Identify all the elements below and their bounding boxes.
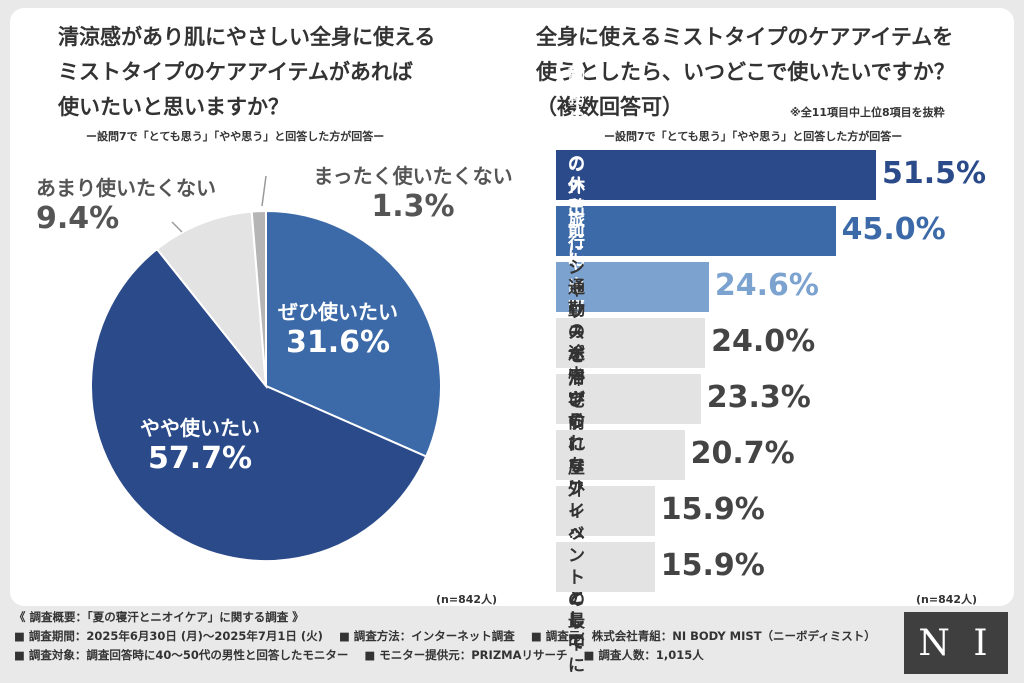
right-chart-title: 全身に使えるミストタイプのケアアイテムを 使うとしたら、いつどこで使いたいですか… — [536, 25, 955, 119]
left-condition-note: ー設問7で「とても思う」「やや思う」と回答した方が回答ー — [86, 130, 385, 143]
right-selection-note: ※全11項目中上位8項目を抜粋 — [790, 106, 945, 119]
brand-logo: N I — [904, 612, 1008, 674]
bar-label: 屋外イベントの最中に — [568, 458, 585, 676]
bar-value-label: 45.0% — [841, 212, 946, 247]
bar-value-label: 24.6% — [714, 268, 819, 303]
pie-label-mattaku: まったく使いたくない 1.3% — [298, 160, 528, 224]
bar — [556, 430, 685, 480]
pie-label-mattaku-value: 1.3% — [371, 189, 455, 224]
right-condition-note: ー設問7で「とても思う」「やや思う」と回答した方が回答ー — [604, 130, 903, 143]
pie-slice-yaya — [90, 247, 428, 562]
pie-label-yaya-name: やや使いたい — [140, 416, 260, 440]
pie-label-amari: あまり使いたくない 9.4% — [36, 172, 256, 236]
pie-label-yaya: やや使いたい 57.7% — [110, 412, 290, 476]
pie-slice-mattaku — [250, 209, 267, 387]
bar — [556, 206, 836, 256]
left-sample-size: (n=842人) — [436, 593, 498, 606]
pie-label-mattaku-name: まったく使いたくない — [313, 164, 513, 188]
left-chart-title: 清涼感があり肌にやさしい全身に使える ミストタイプのケアアイテムがあれば 使いた… — [58, 25, 436, 119]
pie-label-amari-value: 9.4% — [36, 201, 120, 236]
bar — [556, 318, 706, 368]
survey-summary-line-2: ■ 調査対象：調査回答時に40～50代の男性と回答したモニター ■ モニター提供… — [14, 646, 894, 665]
bar — [556, 262, 709, 312]
survey-target: ■ 調査対象：調査回答時に40～50代の男性と回答したモニター — [14, 648, 349, 662]
bar-value-label: 24.0% — [711, 324, 816, 359]
pie-label-zehi: ぜひ使いたい 31.6% — [258, 296, 418, 360]
right-sample-size: (n=842人) — [916, 593, 978, 606]
pie-leader-mattaku — [261, 175, 267, 207]
bar — [556, 486, 655, 536]
survey-period: ■ 調査期間：2025年6月30日 (月)～2025年7月1日 (火) — [14, 629, 323, 643]
bar — [556, 374, 701, 424]
survey-provider: ■ モニター提供元：PRIZMAリサーチ — [364, 648, 568, 662]
bar-value-label: 51.5% — [882, 156, 987, 191]
pie-slice-zehi — [265, 209, 442, 458]
survey-summary-line-1: ■ 調査期間：2025年6月30日 (月)～2025年7月1日 (火) ■ 調査… — [14, 627, 894, 646]
bar-value-label: 15.9% — [660, 548, 765, 583]
bar-value-label: 20.7% — [690, 436, 795, 471]
bar-value-label: 23.3% — [706, 380, 811, 415]
pie-label-zehi-value: 31.6% — [285, 325, 391, 360]
bar — [556, 542, 655, 592]
survey-summary: 《 調査概要：「夏の寝汗とニオイケア」に関する調査 》 ■ 調査期間：2025年… — [14, 608, 894, 665]
survey-source: ■ 調査元：株式会社青組：NI BODY MIST（ニーボディミスト） — [530, 629, 876, 643]
pie-label-amari-name: あまり使いたくない — [36, 176, 216, 200]
survey-method: ■ 調査方法：インターネット調査 — [338, 629, 515, 643]
bar-value-label: 15.9% — [660, 492, 765, 527]
survey-summary-title: 《 調査概要：「夏の寝汗とニオイケア」に関する調査 》 — [14, 610, 304, 624]
survey-count: ■ 調査人数：1,015人 — [583, 648, 704, 662]
pie-slice-amari — [155, 210, 268, 390]
pie-leader-amari — [171, 221, 183, 233]
pie-label-yaya-value: 57.7% — [147, 441, 253, 476]
bar — [556, 150, 876, 200]
pie-label-zehi-name: ぜひ使いたい — [278, 300, 398, 324]
